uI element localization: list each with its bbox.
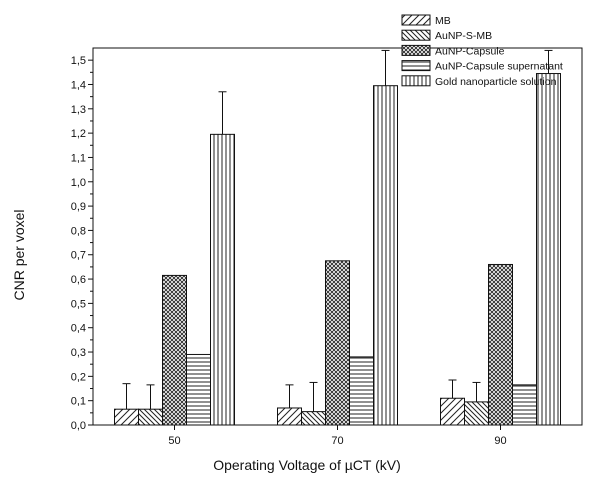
legend-swatch [401,14,431,26]
legend-swatch [401,75,431,87]
bar [512,384,537,426]
y-tick-label: 1,5 [71,55,86,67]
y-tick-label: 1,2 [71,128,86,140]
x-tick-label: 50 [168,435,180,447]
bar [114,408,139,426]
legend-label: AuNP-Capsule [435,45,505,57]
error-bars [122,49,553,412]
y-tick-label: 0,7 [71,250,86,262]
y-tick-label: 0,0 [71,420,86,432]
y-tick-label: 0,6 [71,274,86,286]
legend-label: MB [435,15,451,27]
x-tick-label: 90 [494,435,506,447]
y-tick-label: 0,9 [71,201,86,213]
y-tick-label: 1,4 [71,79,86,91]
y-tick-label: 0,8 [71,225,86,237]
y-tick-label: 0,5 [71,298,86,310]
bars [114,73,561,426]
bar [349,356,374,426]
y-tick-label: 0,4 [71,323,86,335]
legend-swatch [401,44,431,56]
bar [373,85,398,426]
x-tick-label: 70 [331,435,343,447]
x-axis-ticks: 50 70 90 [168,425,507,447]
bar [464,401,489,426]
y-tick-label: 1,0 [71,177,86,189]
bar [488,263,513,426]
bar [301,411,326,426]
y-tick-label: 0,2 [71,371,86,383]
legend-label: AuNP-S-MB [435,30,492,42]
bar [325,260,350,426]
legend: MB AuNP-S-MB AuNP-Capsule AuNP-Capsule supe… [401,14,563,88]
legend-swatch [401,29,431,41]
bar [138,408,163,426]
y-tick-label: 1,3 [71,104,86,116]
bar [536,73,561,426]
y-tick-label: 0,3 [71,347,86,359]
x-axis-title: Operating Voltage of µCT (kV) [213,457,401,473]
bar [277,407,302,426]
legend-label: Gold nanoparticle solution [435,76,557,88]
y-axis-title: CNR per voxel [11,209,27,300]
bar [162,274,187,426]
y-tick-label: 1,1 [71,152,86,164]
bar [440,397,465,426]
y-axis-ticks: 0,0 0,1 0,2 0,3 0,4 0,5 0,6 0,7 0,8 0,9 1,0 1,1 1,2 1… [71,55,93,432]
legend-swatch [401,60,431,72]
y-tick-label: 0,1 [71,396,86,408]
legend-label: AuNP-Capsule supernatant [435,61,563,73]
bar [186,353,211,426]
bar [210,133,235,426]
